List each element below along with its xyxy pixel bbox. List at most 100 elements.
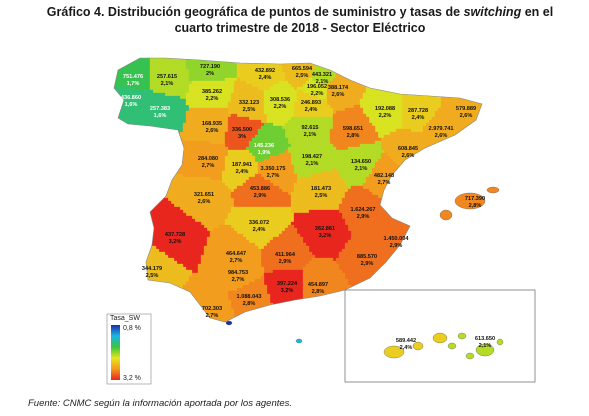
rate-label: 2,6% bbox=[402, 153, 415, 159]
canarias-inset bbox=[344, 289, 536, 383]
legend-tick-label: 0,8 % bbox=[123, 325, 141, 332]
points-label: 751.476 bbox=[123, 74, 143, 80]
points-label: 257.615 bbox=[157, 74, 177, 80]
points-label: 198.427 bbox=[302, 154, 322, 160]
points-label: 3.350.175 bbox=[261, 166, 286, 172]
points-label: 443.321 bbox=[312, 72, 332, 78]
rate-label: 2,9% bbox=[254, 193, 267, 199]
points-label: 432.892 bbox=[255, 68, 275, 74]
rate-label: 2,4% bbox=[400, 345, 413, 351]
rate-label: 2,6% bbox=[435, 133, 448, 139]
points-label: 284.080 bbox=[198, 156, 218, 162]
legend-title: Tasa_SW bbox=[110, 315, 140, 322]
rate-label: 2,8% bbox=[347, 133, 360, 139]
rate-label: 2,7% bbox=[378, 180, 391, 186]
points-label: 388.174 bbox=[328, 85, 349, 91]
rate-label: 1,7% bbox=[127, 81, 140, 87]
province bbox=[149, 58, 193, 100]
points-label: 702.303 bbox=[202, 306, 222, 312]
points-label: 257.383 bbox=[150, 106, 170, 112]
title-text: en el bbox=[525, 5, 554, 19]
rate-label: 2,9% bbox=[361, 261, 374, 267]
points-label: 187.941 bbox=[232, 162, 252, 168]
province bbox=[227, 77, 268, 124]
rate-label: 3,2% bbox=[281, 288, 294, 294]
points-label: 482.148 bbox=[374, 173, 394, 179]
points-label: 464.647 bbox=[226, 251, 246, 257]
title-line-1: Gráfico 4. Distribución geográfica de pu… bbox=[47, 5, 553, 19]
island-region bbox=[295, 338, 303, 344]
points-label: 321.651 bbox=[194, 192, 214, 198]
rate-label: 2,4% bbox=[236, 169, 249, 175]
rate-label: 2,5% bbox=[296, 73, 309, 79]
points-label: 385.262 bbox=[202, 89, 222, 95]
rate-label: 2,6% bbox=[332, 92, 345, 98]
rate-label: 3,2% bbox=[319, 233, 332, 239]
island-region bbox=[383, 332, 448, 359]
points-label: 984.753 bbox=[228, 270, 248, 276]
points-label: 30.732 bbox=[218, 326, 235, 332]
rate-label: 2,7% bbox=[206, 313, 219, 319]
rate-label: 2,5% bbox=[146, 273, 159, 279]
points-label: 589.442 bbox=[396, 338, 416, 344]
points-label: 344.179 bbox=[142, 266, 162, 272]
title-italic: switching bbox=[464, 5, 522, 19]
islands bbox=[225, 186, 504, 360]
points-label: 145.236 bbox=[254, 143, 274, 149]
province bbox=[197, 224, 262, 268]
points-label: 1.450.004 bbox=[384, 236, 410, 242]
rate-label: 2,1% bbox=[306, 161, 319, 167]
points-label: 613.650 bbox=[475, 336, 495, 342]
points-label: 437.728 bbox=[165, 232, 185, 238]
rate-label: 0,8% bbox=[221, 333, 234, 339]
province bbox=[371, 200, 482, 322]
rate-label: 2,7% bbox=[232, 277, 245, 283]
rate-label: 2,4% bbox=[259, 75, 272, 81]
province bbox=[329, 104, 382, 151]
points-label: 397.224 bbox=[277, 281, 298, 287]
province bbox=[257, 149, 298, 196]
points-label: 308.536 bbox=[270, 97, 290, 103]
points-label: 608.845 bbox=[398, 146, 418, 152]
points-label: 246.893 bbox=[301, 100, 321, 106]
rate-label: 1,6% bbox=[125, 102, 138, 108]
rate-label: 2,7% bbox=[267, 173, 280, 179]
rate-label: 2% bbox=[206, 71, 214, 77]
points-label: 168.935 bbox=[202, 121, 222, 127]
rate-label: 2,4% bbox=[305, 107, 318, 113]
points-label: 192.088 bbox=[375, 106, 395, 112]
title-line-2: cuarto trimestre de 2018 - Sector Eléctr… bbox=[175, 21, 426, 35]
rate-label: 2,2% bbox=[379, 113, 392, 119]
legend-scale bbox=[111, 325, 120, 380]
points-label: 727.190 bbox=[200, 64, 220, 70]
rate-label: 3% bbox=[238, 134, 246, 140]
island-region bbox=[447, 332, 504, 360]
points-label: 665.594 bbox=[292, 66, 313, 72]
points-label: 1.624.267 bbox=[351, 207, 376, 213]
points-label: 598.651 bbox=[343, 126, 363, 132]
source: Fuente: CNMC según la información aporta… bbox=[28, 398, 292, 409]
points-label: 336.500 bbox=[232, 127, 252, 133]
rate-label: 2,9% bbox=[279, 259, 292, 265]
points-label: 332.123 bbox=[239, 100, 259, 106]
points-label: 717.390 bbox=[465, 196, 485, 202]
rate-label: 1,6% bbox=[154, 113, 167, 119]
province bbox=[245, 122, 292, 163]
points-label: 1.088.043 bbox=[237, 294, 262, 300]
points-label: 92.615 bbox=[301, 125, 318, 131]
points-label: 181.473 bbox=[311, 186, 331, 192]
points-label: 579.889 bbox=[456, 106, 476, 112]
rate-label: 2,5% bbox=[315, 193, 328, 199]
rate-label: 2,1% bbox=[161, 81, 174, 87]
rate-label: 2,8% bbox=[243, 301, 256, 307]
points-label: 32.616 bbox=[288, 348, 305, 354]
rate-label: 2,1% bbox=[479, 343, 492, 349]
title-text: Gráfico 4. Distribución geográfica de pu… bbox=[47, 5, 460, 19]
rate-label: 2,6% bbox=[460, 113, 473, 119]
rate-label: 2,9% bbox=[357, 214, 370, 220]
province bbox=[260, 224, 316, 274]
rate-label: 2,1% bbox=[316, 79, 329, 85]
island-region bbox=[439, 186, 500, 221]
legend-tick-label: 3,2 % bbox=[123, 375, 141, 382]
